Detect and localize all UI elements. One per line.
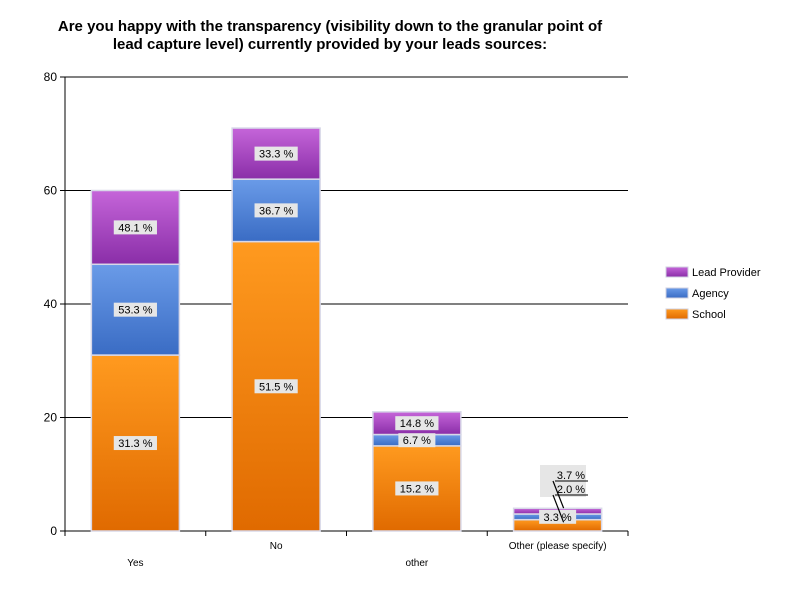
data-label-other-please-specify-school: 2.0 % bbox=[557, 484, 585, 496]
chart-title-line-1: Are you happy with the transparency (vis… bbox=[57, 18, 603, 35]
x-tick-label-other: other bbox=[405, 558, 428, 569]
data-label-other-agency: 6.7 % bbox=[403, 435, 431, 447]
data-label-yes-lead-provider: 48.1 % bbox=[118, 222, 152, 234]
y-tick-label-20: 20 bbox=[44, 411, 58, 425]
data-label-yes-school: 31.3 % bbox=[118, 438, 152, 450]
x-tick-label-no: No bbox=[270, 541, 283, 552]
data-label-no-agency-bg bbox=[254, 203, 298, 218]
chart-title-line-2: lead capture level) currently provided b… bbox=[112, 36, 548, 53]
y-tick-label-80: 80 bbox=[44, 70, 58, 84]
legend-label-agency: Agency bbox=[692, 288, 729, 300]
legend-swatch-school bbox=[665, 308, 689, 320]
bar-no-lead-provider bbox=[231, 127, 321, 180]
y-tick-label-40: 40 bbox=[44, 297, 58, 311]
data-label-yes-agency: 53.3 % bbox=[118, 305, 152, 317]
data-label-yes-lead-provider-bg bbox=[113, 220, 157, 235]
data-label-other-school: 15.2 % bbox=[400, 483, 434, 495]
chart-title: Are you happy with the transparency (vis… bbox=[0, 18, 660, 54]
x-tick-label-yes: Yes bbox=[127, 558, 143, 569]
data-label-no-agency: 36.7 % bbox=[259, 205, 293, 217]
data-label-other-lead-provider: 14.8 % bbox=[400, 418, 434, 430]
y-tick-label-0: 0 bbox=[50, 524, 57, 538]
legend-swatch-lead-provider bbox=[665, 266, 689, 278]
legend-swatch-agency bbox=[665, 287, 689, 299]
data-label-other-please-specify-lead-provider: 3.7 % bbox=[557, 470, 585, 482]
data-label-other-please-specify-agency: 3.3 % bbox=[544, 512, 572, 524]
legend-label-school: School bbox=[692, 309, 726, 321]
callout-leader bbox=[552, 494, 565, 523]
x-tick-label-other-please-specify: Other (please specify) bbox=[509, 541, 607, 552]
data-label-no-school: 51.5 % bbox=[259, 381, 293, 393]
y-tick-label-60: 60 bbox=[44, 184, 58, 198]
data-label-other-lead-provider-bg bbox=[395, 416, 439, 431]
data-label-yes-school-bg bbox=[113, 436, 157, 451]
data-label-other-school-bg bbox=[395, 481, 439, 496]
data-label-no-school-bg bbox=[254, 379, 298, 394]
data-label-yes-agency-bg bbox=[113, 302, 157, 317]
data-label-other-please-specify-agency-bg bbox=[539, 509, 577, 524]
data-label-no-lead-provider-bg bbox=[254, 146, 298, 161]
data-label-no-lead-provider: 33.3 % bbox=[259, 149, 293, 161]
legend-label-lead-provider: Lead Provider bbox=[692, 267, 761, 279]
data-label-other-agency-bg bbox=[398, 433, 436, 448]
